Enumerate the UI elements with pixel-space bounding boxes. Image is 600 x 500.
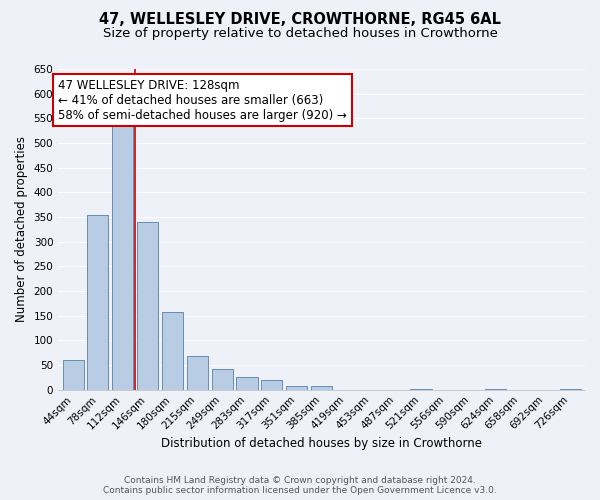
Bar [212, 369, 233, 390]
Bar [286, 386, 307, 390]
Y-axis label: Number of detached properties: Number of detached properties [15, 136, 28, 322]
Bar [88, 214, 109, 390]
Text: Contains public sector information licensed under the Open Government Licence v3: Contains public sector information licen… [103, 486, 497, 495]
Text: Contains HM Land Registry data © Crown copyright and database right 2024.: Contains HM Land Registry data © Crown c… [124, 476, 476, 485]
Bar [62, 360, 83, 390]
Bar [485, 388, 506, 390]
Text: Size of property relative to detached houses in Crowthorne: Size of property relative to detached ho… [103, 28, 497, 40]
Bar [162, 312, 183, 390]
Bar [187, 356, 208, 390]
Text: 47, WELLESLEY DRIVE, CROWTHORNE, RG45 6AL: 47, WELLESLEY DRIVE, CROWTHORNE, RG45 6A… [99, 12, 501, 28]
Bar [410, 388, 431, 390]
Bar [311, 386, 332, 390]
X-axis label: Distribution of detached houses by size in Crowthorne: Distribution of detached houses by size … [161, 437, 482, 450]
Text: 47 WELLESLEY DRIVE: 128sqm
← 41% of detached houses are smaller (663)
58% of sem: 47 WELLESLEY DRIVE: 128sqm ← 41% of deta… [58, 78, 347, 122]
Bar [236, 378, 257, 390]
Bar [262, 380, 283, 390]
Bar [560, 388, 581, 390]
Bar [112, 122, 133, 390]
Bar [137, 222, 158, 390]
